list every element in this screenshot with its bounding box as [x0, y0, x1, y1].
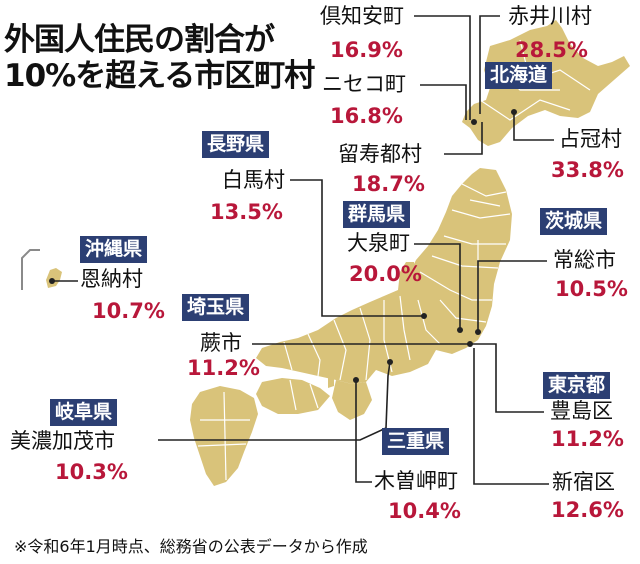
place-percent-shinjuku: 12.6%	[551, 498, 624, 522]
leader-shinjuku	[473, 348, 549, 485]
pref-label-ibaraki: 茨城県	[540, 208, 608, 235]
place-name-toshima: 豊島区	[550, 399, 613, 423]
leader-toshima	[470, 343, 544, 413]
border-line	[307, 333, 321, 377]
border-line	[333, 319, 347, 381]
map-title-line-1: 外国人住民の割合が	[4, 22, 275, 58]
border-line	[399, 295, 411, 361]
dot-kisosaki	[353, 377, 359, 383]
dot-minokamo	[387, 359, 393, 365]
dot-hokkaido-towns	[471, 119, 477, 125]
leader-kutchan	[414, 15, 471, 120]
border-line	[417, 299, 441, 345]
place-percent-niseko: 16.8%	[330, 104, 403, 128]
place-name-minokamo: 美濃加茂市	[10, 429, 115, 453]
place-percent-warabi: 11.2%	[187, 356, 260, 380]
okinawa-island	[46, 268, 62, 288]
place-name-shinjuku: 新宿区	[552, 470, 615, 494]
dot-joso	[475, 329, 481, 335]
leader-kisosaki	[355, 380, 372, 483]
pref-label-saitama: 埼玉県	[182, 294, 250, 321]
leader-niseko	[420, 84, 467, 120]
place-percent-hakuba: 13.5%	[210, 200, 283, 224]
leader-oizumi	[414, 243, 461, 330]
border-line	[359, 307, 371, 381]
place-name-oizumi: 大泉町	[347, 231, 410, 255]
sado-island	[452, 220, 462, 232]
noto-peninsula	[398, 262, 414, 290]
border-line	[431, 255, 499, 269]
place-name-onna: 恩納村	[80, 267, 143, 291]
dot-hakuba	[421, 313, 427, 319]
border-line	[461, 183, 507, 197]
place-percent-akaigawa: 28.5%	[515, 38, 588, 62]
border-line	[223, 391, 227, 481]
location-dots	[49, 109, 517, 383]
pref-label-gunma: 群馬県	[343, 201, 411, 228]
pref-label-nagano: 長野県	[202, 131, 270, 158]
dot-oizumi	[457, 327, 463, 333]
pref-label-tokyo: 東京都	[543, 372, 611, 399]
okinawa-inset-frame	[21, 249, 40, 290]
source-footnote: ※令和6年1月時点、総務省の公表データから作成	[14, 537, 368, 556]
honshu-landmass	[256, 168, 512, 384]
place-percent-kisosaki: 10.4%	[388, 499, 461, 523]
place-percent-joso: 10.5%	[555, 277, 628, 301]
place-name-kisosaki: 木曽岬町	[374, 469, 458, 493]
place-name-rusutsu: 留寿都村	[338, 142, 422, 166]
pref-label-gifu: 岐阜県	[50, 399, 118, 426]
place-name-joso: 常総市	[553, 248, 616, 272]
place-name-kutchan: 倶知安町	[320, 4, 404, 28]
border-line	[469, 199, 501, 207]
border-line	[309, 383, 319, 409]
leader-lines	[52, 15, 554, 485]
border-line	[419, 271, 492, 301]
border-line	[197, 443, 247, 447]
place-percent-oizumi: 20.0%	[349, 262, 422, 286]
dot-shimukappu	[511, 109, 517, 115]
kii-peninsula	[332, 380, 372, 420]
leader-shimukappu	[513, 112, 554, 141]
place-name-hakuba: 白馬村	[222, 168, 285, 192]
border-line	[479, 99, 571, 121]
place-name-niseko: ニセコ町	[322, 72, 406, 96]
place-name-shimukappu: 占冠村	[559, 127, 622, 151]
kyushu-landmass	[190, 386, 258, 486]
place-percent-onna: 10.7%	[92, 299, 165, 323]
border-line	[283, 341, 293, 371]
place-percent-minokamo: 10.3%	[55, 460, 128, 484]
pref-label-mie: 三重県	[382, 428, 450, 455]
place-percent-shimukappu: 33.8%	[551, 158, 624, 182]
leader-rusutsu	[444, 122, 483, 155]
leader-akaigawa	[479, 15, 500, 114]
awaji-island	[328, 376, 334, 388]
leader-joso	[477, 260, 547, 332]
pref-label-hokkaido: 北海道	[485, 62, 553, 89]
border-line	[451, 209, 511, 219]
place-name-warabi: 蕨市	[200, 331, 242, 355]
place-percent-kutchan: 16.9%	[330, 38, 403, 62]
place-name-akaigawa: 赤井川村	[508, 4, 592, 28]
map-title-line-2: 10%を超える市区町村	[4, 58, 315, 94]
place-percent-toshima: 11.2%	[551, 427, 624, 451]
border-line	[289, 379, 297, 411]
dot-onna	[49, 278, 55, 284]
border-line	[443, 235, 506, 245]
leader-hakuba	[290, 179, 424, 317]
dot-tokyo-area	[467, 341, 473, 347]
border-line	[439, 299, 487, 323]
place-percent-rusutsu: 18.7%	[352, 172, 425, 196]
pref-label-okinawa: 沖縄県	[80, 236, 148, 263]
